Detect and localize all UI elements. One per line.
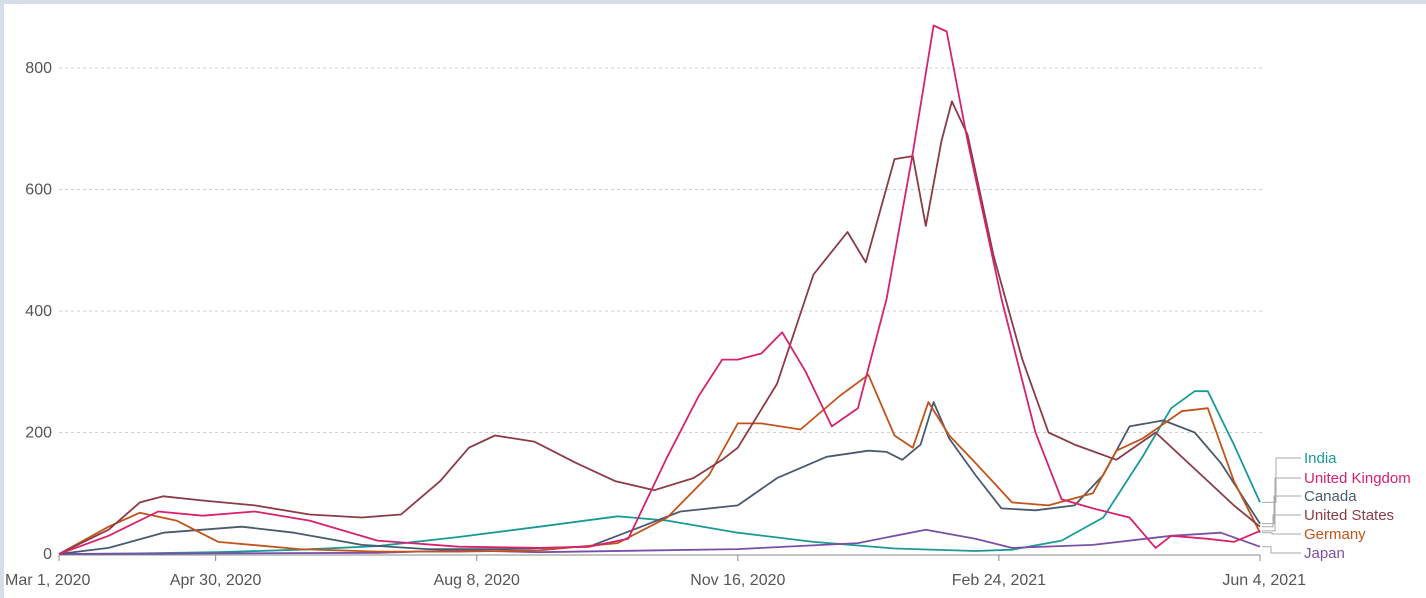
legend-connector <box>1262 514 1301 528</box>
x-tick-label: Apr 30, 2020 <box>170 572 262 589</box>
series-line-india <box>58 390 1261 555</box>
x-tick-label: Jun 4, 2021 <box>1222 572 1306 589</box>
y-tick-label: 200 <box>25 425 52 442</box>
x-axis-ticks: Mar 1, 2020 Apr 30, 2020 Aug 8, 2020 Nov 16… <box>5 555 1306 589</box>
legend-label-germany: Germany <box>1304 526 1366 543</box>
y-tick-label: 400 <box>25 303 52 320</box>
y-tick-label: 800 <box>25 60 52 77</box>
series-line-united-states <box>58 100 1261 555</box>
legend-connector <box>1262 495 1301 525</box>
legend-connector <box>1262 532 1301 535</box>
legend-connector <box>1262 546 1301 554</box>
gridlines <box>59 67 1262 556</box>
y-tick-label: 600 <box>25 182 52 199</box>
line-chart: 0 200 400 600 800 Mar 1, 2020 Apr 30, 2020 Aug… <box>5 24 1411 589</box>
legend-connector <box>1262 457 1301 503</box>
series-line-germany <box>58 373 1261 555</box>
legend-label-japan: Japan <box>1304 545 1345 562</box>
legend-label-canada: Canada <box>1304 488 1357 505</box>
y-tick-label: 0 <box>43 546 52 563</box>
series-line-japan <box>58 528 1261 555</box>
legend-label-united-kingdom: United Kingdom <box>1304 470 1411 487</box>
legend-connector <box>1262 477 1301 532</box>
series-line-united-kingdom <box>58 24 1261 555</box>
x-tick-label: Nov 16, 2020 <box>690 572 785 589</box>
legend-label-united-states: United States <box>1304 507 1394 524</box>
series-lines <box>58 24 1261 555</box>
y-axis-ticks: 0 200 400 600 800 <box>25 60 52 563</box>
legend-label-india: India <box>1304 450 1337 467</box>
chart-panel: 0 200 400 600 800 Mar 1, 2020 Apr 30, 2020 Aug… <box>4 4 1426 598</box>
x-tick-label: Aug 8, 2020 <box>434 572 520 589</box>
x-tick-label: Feb 24, 2021 <box>952 572 1046 589</box>
x-tick-label: Mar 1, 2020 <box>5 572 90 589</box>
